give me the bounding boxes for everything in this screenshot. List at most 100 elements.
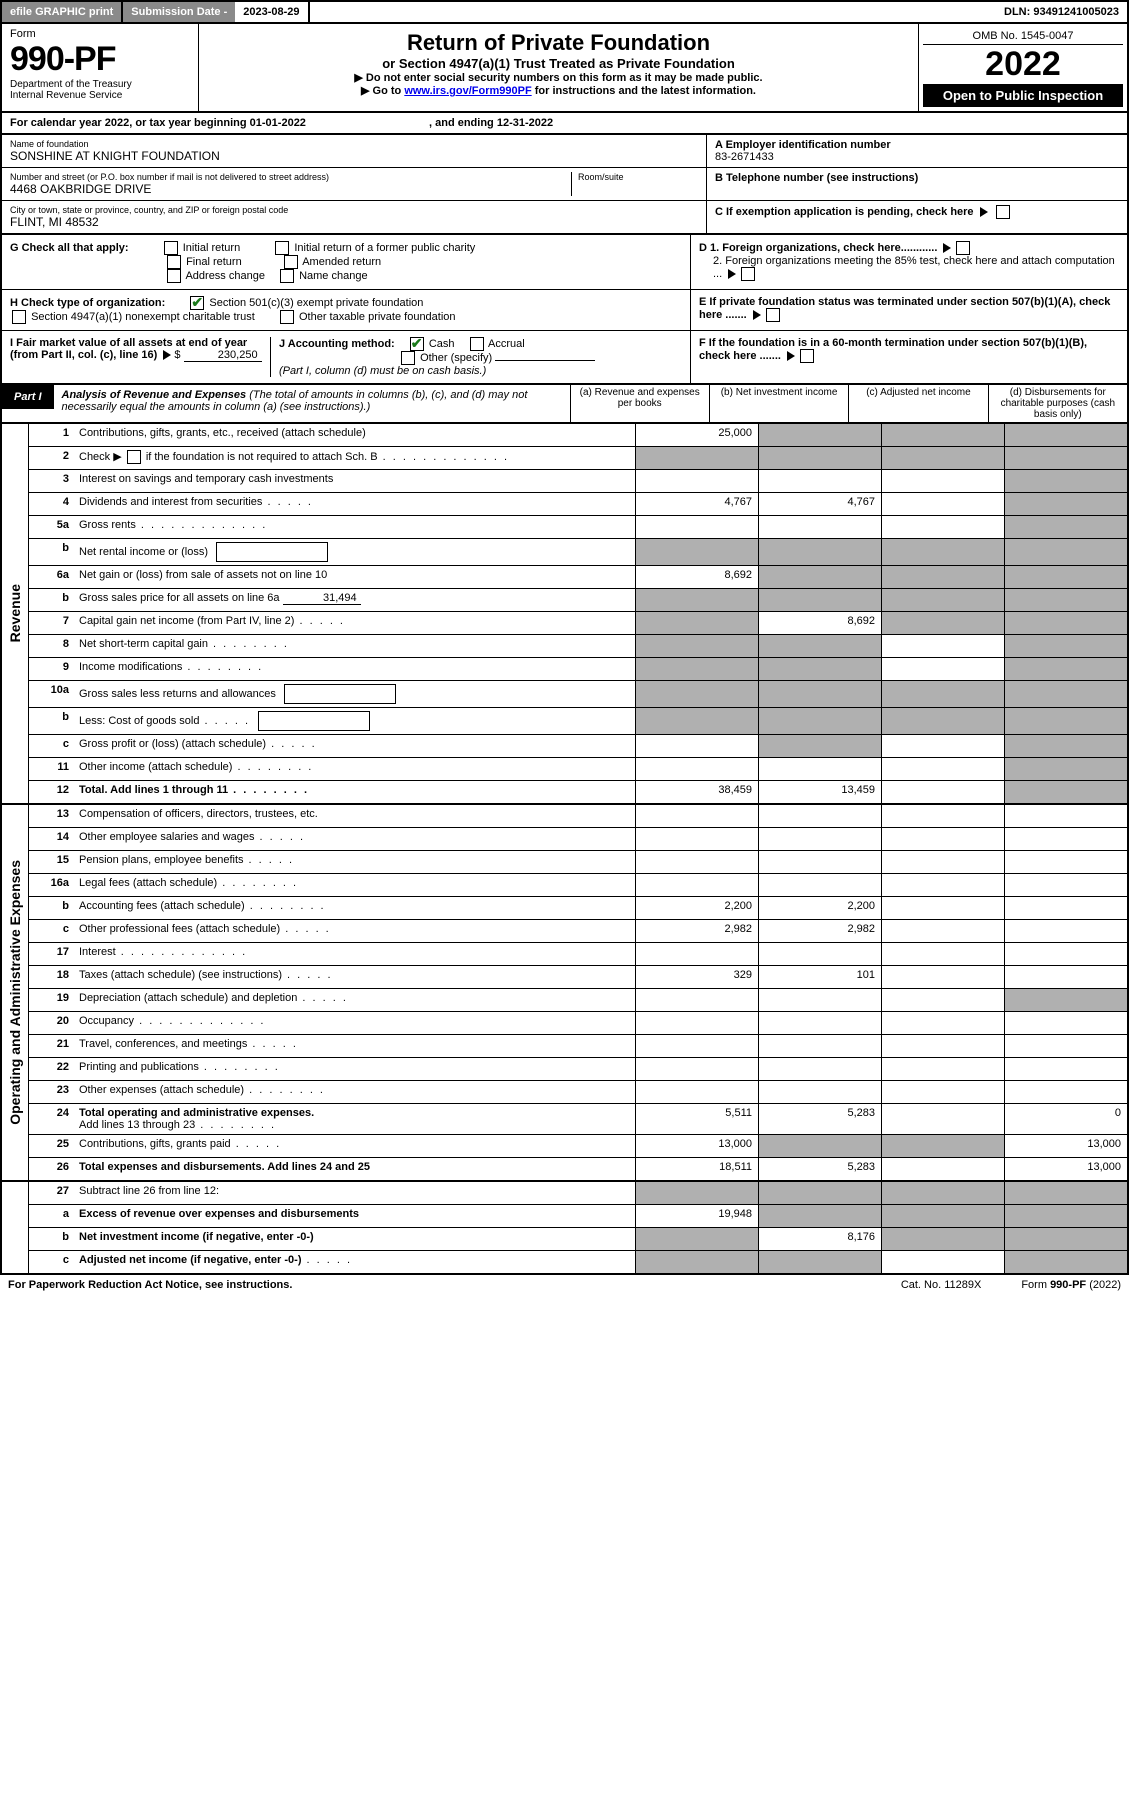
revenue-section: Revenue 1Contributions, gifts, grants, e… — [0, 424, 1129, 805]
g-amended-checkbox[interactable] — [284, 255, 298, 269]
col-b-val: 2,982 — [758, 920, 881, 942]
d2-checkbox[interactable] — [741, 267, 755, 281]
omb-number: OMB No. 1545-0047 — [923, 28, 1123, 45]
col-a-val: 8,692 — [635, 566, 758, 588]
col-a-val — [635, 470, 758, 492]
col-b-val: 101 — [758, 966, 881, 988]
irs-label: Internal Revenue Service — [10, 90, 190, 101]
g-opt-4: Amended return — [302, 256, 381, 268]
col-b-val — [758, 708, 881, 734]
phone-label: B Telephone number (see instructions) — [715, 172, 1119, 184]
col-c-val — [881, 1135, 1004, 1157]
city-label: City or town, state or province, country… — [10, 205, 698, 215]
col-d-val — [1004, 805, 1127, 827]
j-accrual-checkbox[interactable] — [470, 337, 484, 351]
line-num: b — [29, 589, 75, 611]
f-checkbox[interactable] — [800, 349, 814, 363]
line-num: 16a — [29, 874, 75, 896]
line-desc: Other employee salaries and wages — [75, 828, 635, 850]
col-b-val — [758, 1135, 881, 1157]
col-b-val — [758, 1058, 881, 1080]
net-section: 27Subtract line 26 from line 12: aExcess… — [0, 1182, 1129, 1275]
g-address-checkbox[interactable] — [167, 269, 181, 283]
col-a-val — [635, 828, 758, 850]
col-a-val — [635, 447, 758, 469]
f-label: F If the foundation is in a 60-month ter… — [699, 337, 1087, 362]
col-d-val: 13,000 — [1004, 1158, 1127, 1180]
col-c-val — [881, 781, 1004, 803]
col-a-val: 2,982 — [635, 920, 758, 942]
efile-print-button[interactable]: efile GRAPHIC print — [2, 2, 123, 22]
col-a-val: 13,000 — [635, 1135, 758, 1157]
g-initial-checkbox[interactable] — [164, 241, 178, 255]
arrow-icon — [163, 350, 171, 360]
col-a-val — [635, 1081, 758, 1103]
arrow-icon — [728, 269, 736, 279]
line-num: c — [29, 735, 75, 757]
instr-2: ▶ Go to www.irs.gov/Form990PF for instru… — [207, 84, 910, 97]
col-b-val — [758, 1081, 881, 1103]
col-d-val — [1004, 681, 1127, 707]
col-a-val — [635, 1182, 758, 1204]
line-desc: Interest on savings and temporary cash i… — [75, 470, 635, 492]
j-label: J Accounting method: — [279, 338, 395, 350]
line-desc: Gross sales price for all assets on line… — [75, 589, 635, 611]
ein-value: 83-2671433 — [715, 151, 1119, 163]
h-opt-1: Section 501(c)(3) exempt private foundat… — [209, 297, 423, 309]
col-d-val — [1004, 1228, 1127, 1250]
col-d-val — [1004, 1251, 1127, 1273]
line-num: 4 — [29, 493, 75, 515]
col-d-val — [1004, 635, 1127, 657]
g-opt-2: Address change — [185, 270, 265, 282]
line-num: c — [29, 920, 75, 942]
col-b-val — [758, 516, 881, 538]
d1-checkbox[interactable] — [956, 241, 970, 255]
e-checkbox[interactable] — [766, 308, 780, 322]
col-b-val: 5,283 — [758, 1104, 881, 1134]
line-desc: Pension plans, employee benefits — [75, 851, 635, 873]
top-bar: efile GRAPHIC print Submission Date - 20… — [0, 0, 1129, 24]
h-4947-checkbox[interactable] — [12, 310, 26, 324]
line-desc: Gross rents — [75, 516, 635, 538]
col-b-val — [758, 681, 881, 707]
addr-label: Number and street (or P.O. box number if… — [10, 172, 571, 182]
form-link[interactable]: www.irs.gov/Form990PF — [404, 85, 531, 97]
line-desc: Interest — [75, 943, 635, 965]
line-desc: Other professional fees (attach schedule… — [75, 920, 635, 942]
col-b-val — [758, 735, 881, 757]
col-d-val — [1004, 989, 1127, 1011]
col-a-val: 18,511 — [635, 1158, 758, 1180]
line-desc: Accounting fees (attach schedule) — [75, 897, 635, 919]
col-a-val — [635, 612, 758, 634]
j-cash-checkbox[interactable] — [410, 337, 424, 351]
col-a-val — [635, 681, 758, 707]
form-number: 990-PF — [10, 40, 190, 79]
col-a-val: 25,000 — [635, 424, 758, 446]
col-d-val — [1004, 781, 1127, 803]
line-desc: Compensation of officers, directors, tru… — [75, 805, 635, 827]
g-opt-0: Initial return — [183, 242, 240, 254]
col-a-val — [635, 874, 758, 896]
col-d-val — [1004, 539, 1127, 565]
calyear-mid: , and ending — [429, 117, 497, 129]
c-checkbox[interactable] — [996, 205, 1010, 219]
arrow-icon — [980, 207, 988, 217]
j-other-checkbox[interactable] — [401, 351, 415, 365]
instr-2-pre: ▶ Go to — [361, 85, 404, 97]
line-desc: Less: Cost of goods sold — [75, 708, 635, 734]
line-desc: Check ▶ if the foundation is not require… — [75, 447, 635, 469]
schb-checkbox[interactable] — [127, 450, 141, 464]
h-501c3-checkbox[interactable] — [190, 296, 204, 310]
g-initial-former-checkbox[interactable] — [275, 241, 289, 255]
g-name-checkbox[interactable] — [280, 269, 294, 283]
line-num: 5a — [29, 516, 75, 538]
dept-label: Department of the Treasury — [10, 79, 190, 90]
g-final-checkbox[interactable] — [167, 255, 181, 269]
h-other-checkbox[interactable] — [280, 310, 294, 324]
col-a-val — [635, 658, 758, 680]
col-d-val — [1004, 447, 1127, 469]
col-d-val — [1004, 470, 1127, 492]
col-b-val — [758, 1205, 881, 1227]
col-d-val — [1004, 612, 1127, 634]
col-d-val — [1004, 1081, 1127, 1103]
